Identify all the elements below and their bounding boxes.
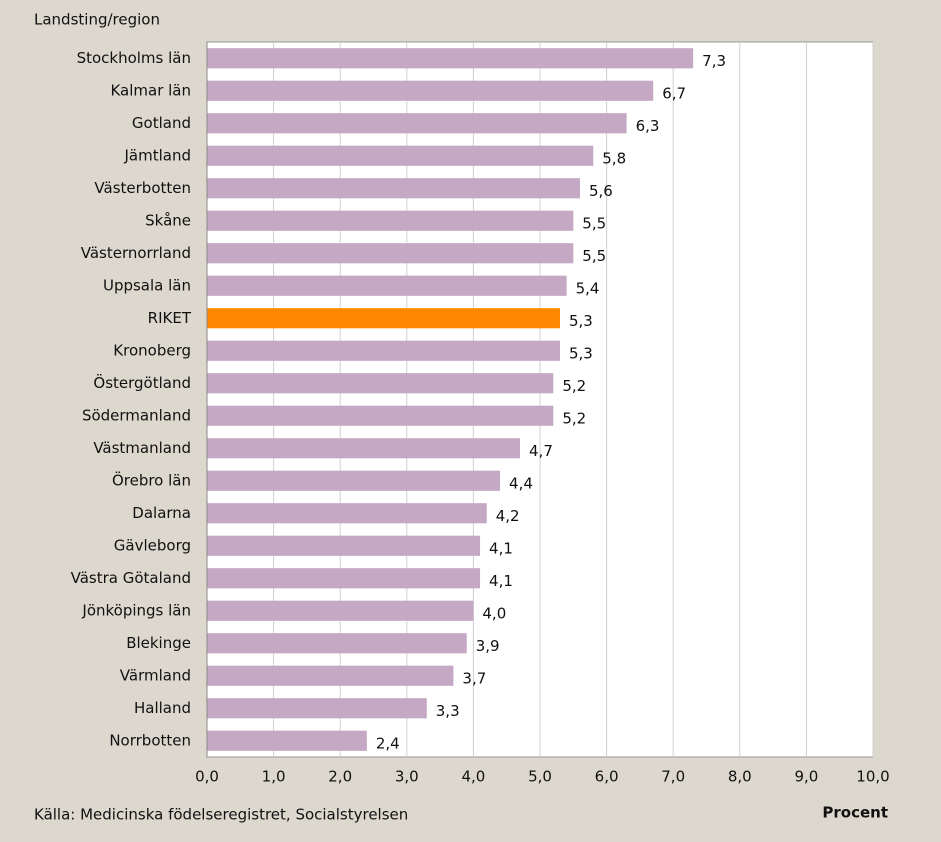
data-label: 5,8	[602, 149, 626, 167]
x-tick-label: 6,0	[595, 768, 619, 786]
data-label: 2,4	[376, 734, 400, 752]
x-tick-label: 4,0	[461, 768, 485, 786]
x-tick-label: 8,0	[728, 768, 752, 786]
bar	[207, 470, 501, 491]
bar	[207, 340, 560, 361]
bar	[207, 243, 574, 264]
data-label: 5,3	[569, 312, 593, 330]
y-tick-label: Östergötland	[93, 373, 191, 392]
data-label: 4,2	[496, 507, 520, 525]
bar	[207, 48, 694, 69]
bar	[207, 730, 367, 751]
data-label: 6,7	[662, 84, 686, 102]
x-tick-label: 5,0	[528, 768, 552, 786]
data-label: 5,2	[562, 377, 586, 395]
y-tick-label: Västernorrland	[81, 244, 191, 262]
data-label: 4,1	[489, 539, 513, 557]
bar	[207, 178, 580, 199]
y-tick-label: Stockholms län	[77, 49, 191, 67]
bar	[207, 665, 454, 686]
data-label: 5,3	[569, 344, 593, 362]
bar	[207, 568, 481, 589]
data-label: 4,4	[509, 474, 533, 492]
y-tick-label: Södermanland	[82, 406, 191, 424]
data-label: 7,3	[702, 52, 726, 70]
bar	[207, 600, 474, 621]
y-tick-label: Halland	[134, 699, 191, 717]
x-tick-label: 9,0	[794, 768, 818, 786]
y-tick-label: Västmanland	[93, 439, 191, 457]
y-tick-label: Västra Götaland	[71, 569, 191, 587]
y-tick-label: Jönköpings län	[81, 601, 191, 619]
y-tick-label: Örebro län	[112, 470, 191, 489]
y-tick-label: Gävleborg	[114, 536, 191, 554]
y-tick-label: Dalarna	[132, 504, 191, 522]
y-tick-label: RIKET	[148, 309, 192, 327]
source: Källa: Medicinska födelseregistret, Soci…	[34, 806, 408, 824]
x-tick-label: 7,0	[661, 768, 685, 786]
y-tick-label: Kalmar län	[110, 81, 191, 99]
y-axis-label: Landsting/region	[34, 11, 160, 29]
x-tick-label: 1,0	[262, 768, 286, 786]
y-tick-label: Kronoberg	[113, 341, 191, 359]
x-axis-label: Procent	[822, 804, 888, 822]
y-tick-label: Värmland	[120, 666, 191, 684]
x-tick-label: 10,0	[856, 768, 889, 786]
x-tick-label: 2,0	[328, 768, 352, 786]
data-label: 3,3	[436, 702, 460, 720]
data-label: 3,7	[462, 669, 486, 687]
bar	[207, 113, 627, 134]
y-tick-label: Västerbotten	[94, 179, 191, 197]
data-label: 5,4	[576, 279, 600, 297]
bar	[207, 438, 521, 459]
bar	[207, 210, 574, 231]
x-tick-label: 3,0	[395, 768, 419, 786]
bar	[207, 145, 594, 166]
y-tick-label: Gotland	[132, 114, 191, 132]
bar	[207, 535, 481, 556]
data-label: 5,5	[582, 214, 606, 232]
y-tick-label: Uppsala län	[103, 276, 191, 294]
bar	[207, 503, 487, 524]
x-tick-label: 0,0	[195, 768, 219, 786]
bar	[207, 308, 560, 329]
data-label: 5,5	[582, 247, 606, 265]
bar	[207, 633, 467, 654]
bar	[207, 698, 427, 719]
bar	[207, 373, 554, 394]
bar	[207, 275, 567, 296]
y-tick-label: Jämtland	[124, 146, 192, 164]
data-label: 4,0	[482, 604, 506, 622]
bar	[207, 80, 654, 101]
data-label: 6,3	[636, 117, 660, 135]
bar	[207, 405, 554, 426]
y-tick-label: Skåne	[145, 211, 191, 229]
data-label: 5,6	[589, 182, 613, 200]
y-tick-label: Norrbotten	[109, 731, 191, 749]
data-label: 4,1	[489, 572, 513, 590]
data-label: 3,9	[476, 637, 500, 655]
data-label: 4,7	[529, 442, 553, 460]
y-tick-label: Blekinge	[126, 634, 191, 652]
data-label: 5,2	[562, 409, 586, 427]
